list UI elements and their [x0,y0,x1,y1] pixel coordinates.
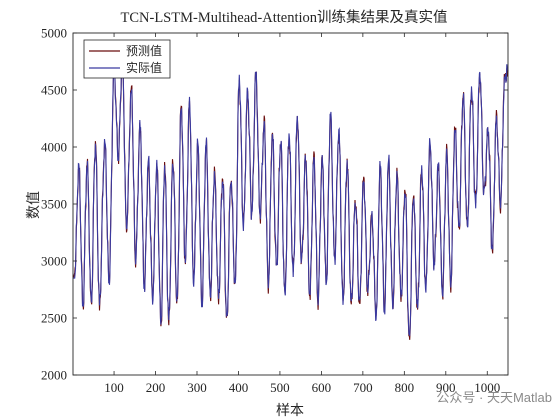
x-tick-label: 800 [395,380,415,395]
chart-title: TCN-LSTM-Multihead-Attention训练集结果及真实值 [120,8,447,26]
x-axis-label: 样本 [276,403,304,419]
y-tick-label: 2000 [41,368,67,383]
series-layer [72,49,509,340]
y-tick-label: 2500 [41,311,67,326]
legend-label-predicted: 预测值 [126,43,162,58]
y-tick-label: 3000 [41,254,67,269]
x-tick-label: 300 [187,380,207,395]
y-axis-label: 数值 [26,191,42,219]
x-tick-label: 600 [312,380,332,395]
x-tick-label: 1000 [474,380,500,395]
y-tick-label: 5000 [41,26,67,41]
y-tick-label: 4500 [41,83,67,98]
x-tick-label: 400 [229,380,249,395]
x-tick-label: 900 [436,380,456,395]
legend-box [83,39,171,79]
legend: 预测值 实际值 [83,39,171,79]
y-tick-label: 3500 [41,197,67,212]
watermark-text: 公众号 · 天天Matlab [436,390,552,405]
x-tick-label: 200 [146,380,166,395]
x-tick-label: 100 [104,380,124,395]
y-tick-label: 4000 [41,140,67,155]
x-tick-label: 700 [353,380,373,395]
x-tick-label: 500 [270,380,290,395]
legend-label-actual: 实际值 [126,60,162,75]
axis-ticks: 100 200 300 400 500 600 700 800 900 1000 2000 2500 3… [41,26,508,395]
series-line-actual [73,52,509,336]
